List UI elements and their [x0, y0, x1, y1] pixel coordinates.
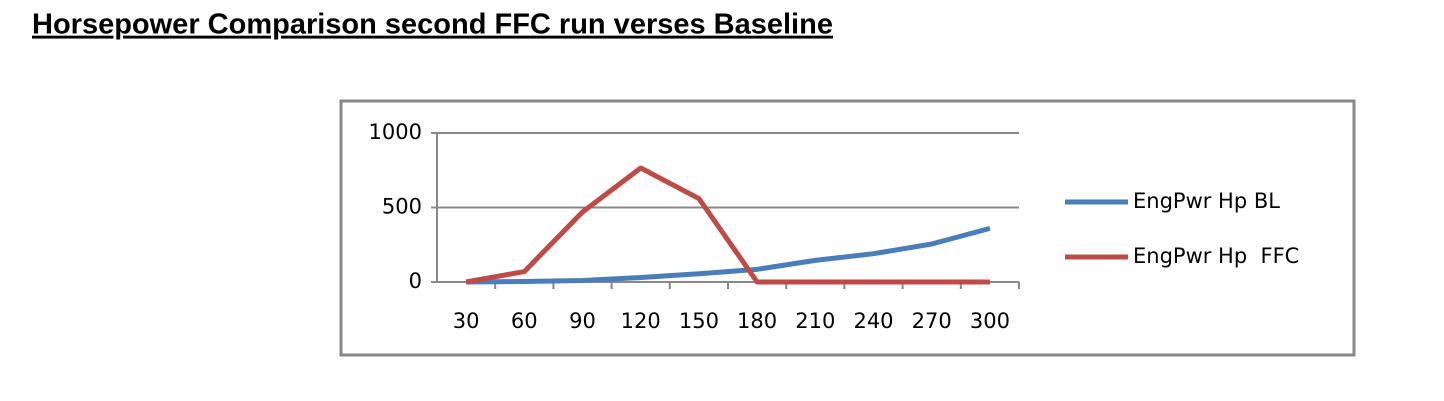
chart-frame — [339, 99, 1356, 357]
x-tick-label: 210 — [795, 309, 835, 333]
x-tick-label: 270 — [912, 309, 952, 333]
y-tick-label: 0 — [409, 269, 422, 293]
y-tick-label: 1000 — [369, 120, 422, 144]
y-tick-label: 500 — [382, 195, 422, 219]
x-tick-label: 30 — [453, 309, 480, 333]
series-line — [465, 165, 990, 285]
legend-label: EngPwr Hp FFC — [1133, 244, 1299, 268]
x-tick-label: 60 — [511, 309, 538, 333]
x-tick-label: 240 — [853, 309, 893, 333]
x-tick-label: 90 — [569, 309, 596, 333]
chart-title: Horsepower Comparison second FFC run ver… — [32, 9, 833, 41]
x-tick-label: 300 — [970, 309, 1010, 333]
x-tick-label: 150 — [679, 309, 719, 333]
x-tick-label: 180 — [737, 309, 777, 333]
legend-label: EngPwr Hp BL — [1133, 189, 1280, 213]
series-line — [466, 225, 991, 285]
x-tick-label: 120 — [621, 309, 661, 333]
